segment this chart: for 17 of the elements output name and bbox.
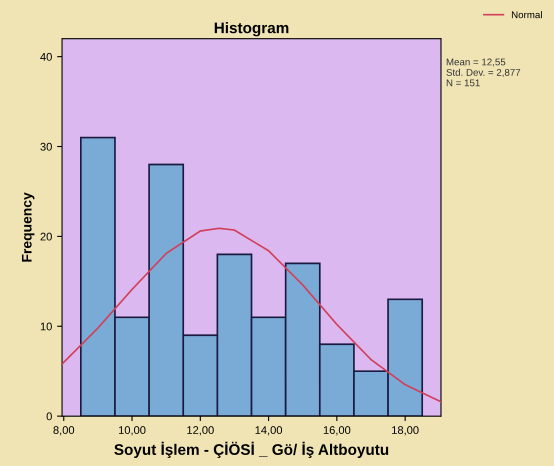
x-tick-label: 8,00 — [53, 426, 74, 436]
x-tick-label: 16,00 — [324, 426, 350, 436]
x-tick-label: 12,00 — [187, 426, 214, 436]
y-tick-label: 0 — [46, 412, 52, 420]
line-series — [62, 227, 441, 403]
x-tick-label: 18,00 — [392, 426, 419, 436]
text: Mean = 12,55 Std. Dev. = 2,877 N = 151 — [446, 58, 520, 86]
chart-title: Histogram — [214, 22, 288, 36]
y-tick-label: 20 — [40, 232, 52, 241]
legend-label: Normal — [512, 11, 542, 18]
y-tick-label: 30 — [40, 142, 52, 151]
y-tick-label: 10 — [40, 322, 52, 330]
y-axis-title: Frequency — [22, 192, 34, 262]
x-tick-label: 14,00 — [256, 426, 282, 436]
x-tick-label: 10,00 — [118, 426, 146, 436]
y-tick-label: 40 — [40, 52, 52, 61]
x-axis-title: Soyut İşlem - ÇİÖSİ _ Gö/ İş Altboyutu — [114, 442, 388, 458]
